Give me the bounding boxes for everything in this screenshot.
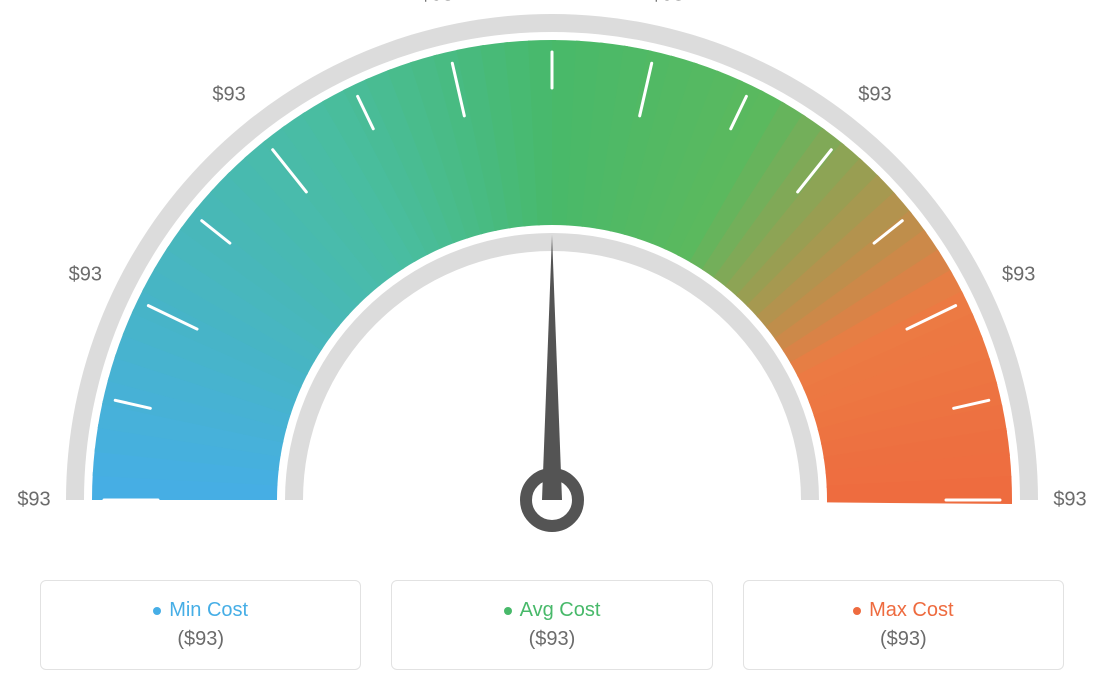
gauge-tick-label: $93 <box>212 84 245 107</box>
legend-value-avg: ($93) <box>529 628 576 651</box>
legend-label: Max Cost <box>869 599 953 622</box>
gauge-chart: $93 $93 $93 $93 $93 $93 $93 $93 <box>0 0 1104 550</box>
legend-label: Min Cost <box>169 599 248 622</box>
gauge-tick-label: $93 <box>420 0 453 7</box>
legend-label: Avg Cost <box>520 599 601 622</box>
legend-value-min: ($93) <box>177 628 224 651</box>
legend-value-max: ($93) <box>880 628 927 651</box>
gauge-tick-label: $93 <box>69 264 102 287</box>
legend-card-min: Min Cost ($93) <box>40 580 361 670</box>
legend-row: Min Cost ($93) Avg Cost ($93) Max Cost (… <box>0 580 1104 690</box>
legend-title-min: Min Cost <box>153 599 248 622</box>
legend-card-max: Max Cost ($93) <box>743 580 1064 670</box>
dot-icon <box>853 607 861 615</box>
gauge-tick-label: $93 <box>858 84 891 107</box>
gauge-tick-label: $93 <box>651 0 684 7</box>
legend-card-avg: Avg Cost ($93) <box>391 580 712 670</box>
gauge-tick-label: $93 <box>1002 264 1035 287</box>
gauge-tick-label: $93 <box>1053 489 1086 512</box>
legend-title-max: Max Cost <box>853 599 953 622</box>
dot-icon <box>153 607 161 615</box>
dot-icon <box>504 607 512 615</box>
gauge-svg <box>0 0 1104 560</box>
gauge-tick-label: $93 <box>17 489 50 512</box>
legend-title-avg: Avg Cost <box>504 599 601 622</box>
